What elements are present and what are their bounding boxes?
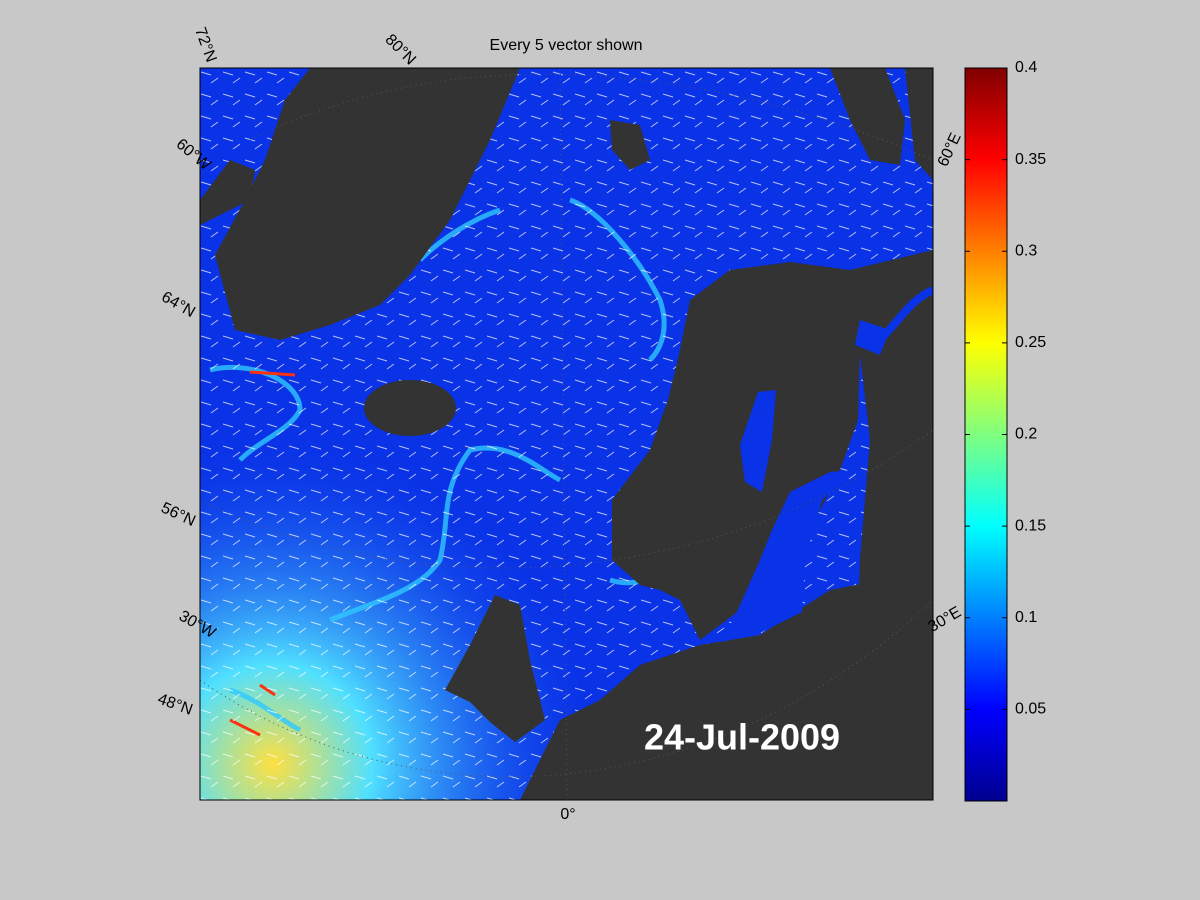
colorbar-tick-label: 0.35 — [1015, 151, 1046, 168]
graticule-label: 0° — [560, 806, 575, 823]
colorbar-tick-label: 0.3 — [1015, 242, 1037, 259]
colorbar-ticks: 0.05 0.1 0.15 0.2 0.25 0.3 0.35 0.4 — [965, 59, 1046, 718]
colorbar-tick-label: 0.05 — [1015, 701, 1046, 718]
colorbar-tick-label: 0.2 — [1015, 426, 1037, 443]
colorbar — [964, 67, 1008, 802]
date-label: 24-Jul-2009 — [644, 717, 840, 758]
white-sea — [877, 286, 933, 343]
title: Every 5 vector shown — [490, 37, 643, 54]
baltic-sea — [722, 320, 890, 642]
map-frame — [199, 67, 934, 801]
colorbar-tick-label: 0.1 — [1015, 609, 1037, 626]
colorbar-tick-label: 0.15 — [1015, 517, 1046, 534]
graticule — [200, 68, 933, 800]
colorbar-tick-label: 0.4 — [1015, 59, 1037, 76]
map — [200, 68, 933, 800]
colorbar-tick-label: 0.25 — [1015, 334, 1046, 351]
